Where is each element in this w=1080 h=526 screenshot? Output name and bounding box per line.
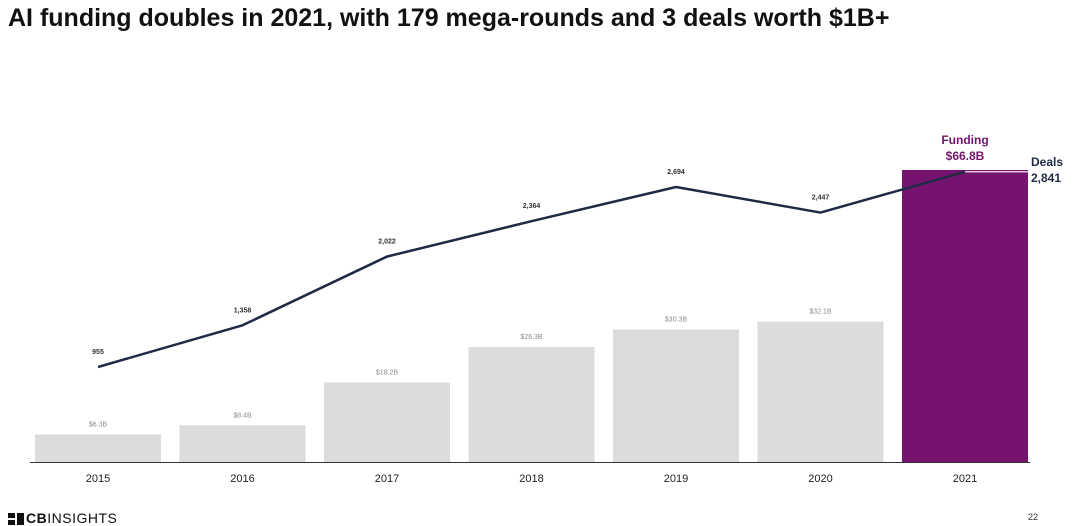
x-tick-label: 2016: [230, 473, 254, 485]
funding-bar-label: $6.3B: [89, 421, 108, 428]
x-tick-label: 2015: [86, 473, 110, 485]
deals-point-label: 2,364: [523, 203, 541, 210]
funding-bar: [757, 321, 884, 462]
funding-bar-label: $26.3B: [520, 334, 543, 341]
logo-text: CBINSIGHTS: [26, 511, 118, 526]
x-tick-label: 2018: [519, 473, 543, 485]
deals-callout-value: 2,841: [1031, 171, 1061, 185]
funding-bar: [902, 170, 1028, 462]
funding-bar: [613, 329, 739, 462]
funding-bar: [468, 347, 595, 462]
funding-bar: [35, 434, 161, 462]
deals-point-label: 2,022: [378, 239, 396, 246]
x-tick-label: 2021: [953, 473, 977, 485]
funding-bar: [179, 425, 306, 462]
cb-insights-logo: CBINSIGHTS: [8, 511, 117, 526]
deals-point-label: 2,694: [667, 169, 685, 176]
deals-callout-name: Deals: [1031, 155, 1063, 169]
funding-callout-name: Funding: [941, 133, 988, 147]
funding-bar: [324, 382, 450, 462]
x-tick-label: 2019: [664, 473, 688, 485]
x-tick-label: 2017: [375, 473, 399, 485]
x-tick-label: 2020: [808, 473, 832, 485]
deals-point-label: 2,447: [812, 195, 830, 202]
deals-line: [97, 170, 966, 369]
deals-point-label: 1,358: [234, 307, 252, 314]
page-number: 22: [1027, 512, 1038, 522]
funding-bar-label: $30.3B: [665, 317, 688, 324]
funding-bar-label: $8.4B: [233, 412, 252, 419]
deals-point-label: 955: [92, 349, 104, 356]
funding-bar-label: $32.1B: [809, 309, 832, 316]
cb-insights-logo-icon: [8, 512, 24, 525]
chart-title: AI funding doubles in 2021, with 179 meg…: [8, 4, 890, 32]
funding-callout-value: $66.8B: [946, 149, 985, 163]
funding-bar-label: $18.2B: [376, 369, 399, 376]
